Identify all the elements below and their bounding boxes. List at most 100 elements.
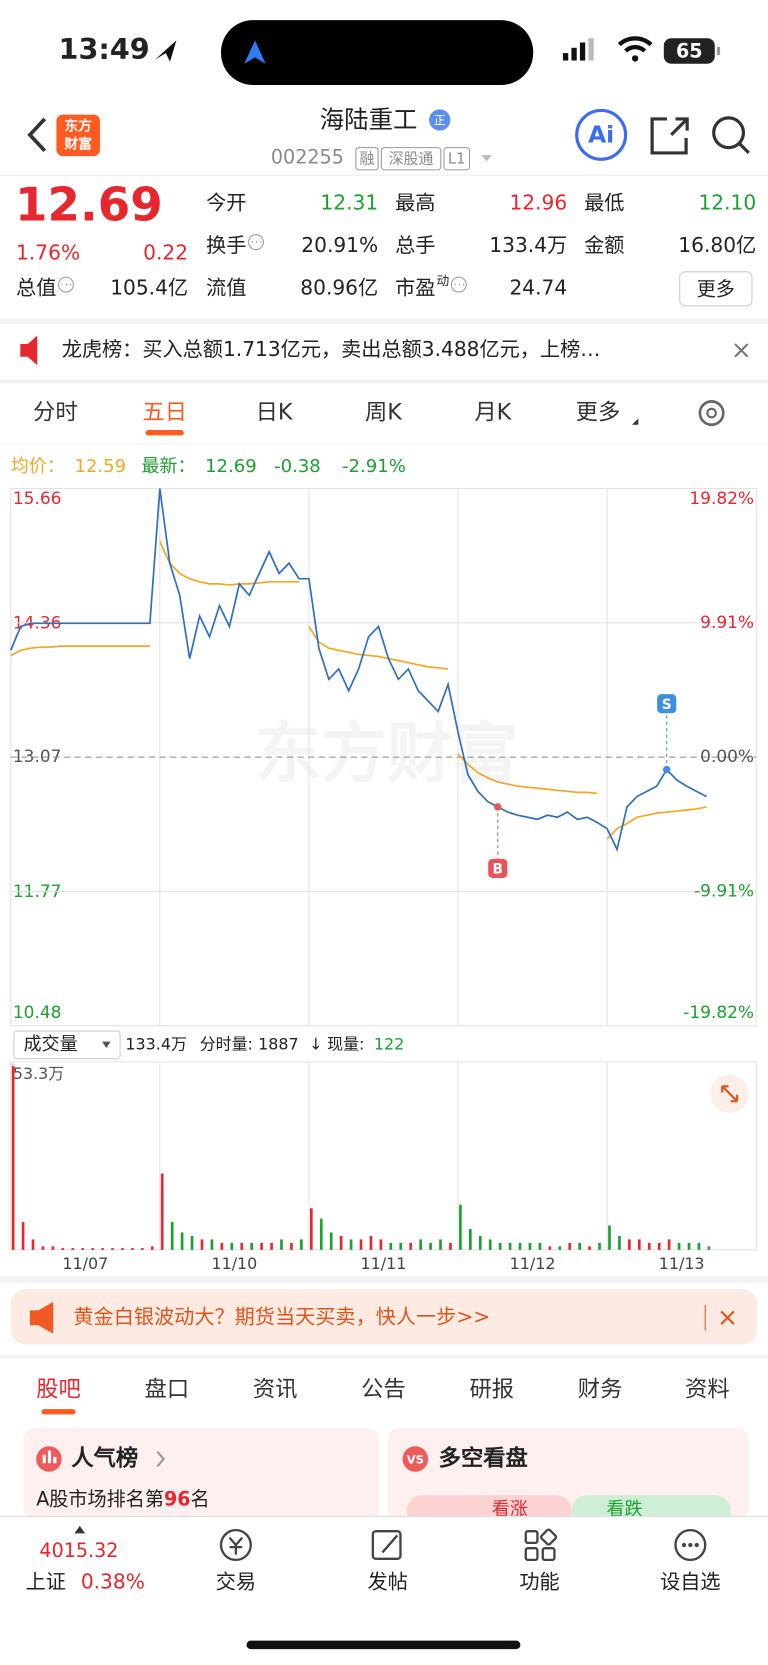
volume-bar [91, 1248, 94, 1250]
chart-tab[interactable]: 分时 [33, 400, 78, 426]
trade-badge[interactable] [488, 858, 508, 879]
settings-button[interactable] [698, 400, 725, 427]
share-button[interactable] [650, 117, 689, 155]
index-value[interactable]: 4015.32 [39, 1539, 118, 1562]
volume-bar [399, 1242, 403, 1250]
trade-badge[interactable] [657, 694, 677, 714]
volume-bar [637, 1239, 641, 1250]
dropdown-arrow[interactable] [481, 155, 492, 162]
volume-bar [290, 1242, 293, 1250]
volume-bar [329, 1232, 333, 1250]
y-tick-label: 10.48 [13, 1003, 62, 1023]
chart-tab[interactable]: 五日 [142, 400, 187, 426]
bottom-tab[interactable]: 股吧 [36, 1376, 81, 1402]
stat-label: 流值 [206, 275, 246, 299]
info-icon[interactable] [450, 276, 467, 293]
volume-bar [548, 1246, 552, 1250]
volume-bar [309, 1208, 313, 1250]
volume-bar [667, 1239, 671, 1250]
volume-bar [11, 1066, 15, 1250]
chevron [156, 1450, 166, 1468]
bottom-tab[interactable]: 研报 [469, 1376, 514, 1402]
volume-bar [81, 1248, 85, 1250]
x-tick-label: 11/13 [659, 1254, 705, 1273]
volume-bar [160, 1173, 164, 1250]
average-line [159, 541, 299, 586]
close-notice[interactable] [734, 343, 749, 358]
volume-selector[interactable] [13, 1030, 121, 1060]
popularity-title: 人气榜 [71, 1444, 138, 1471]
tab-underline [145, 430, 184, 436]
chart-tab[interactable]: 更多 [576, 400, 621, 426]
change-pct: 1.76% [16, 240, 80, 264]
tag-box [355, 147, 379, 171]
index-change: 0.38% [81, 1570, 145, 1594]
stat-label: 总手 [395, 233, 435, 257]
stat-value: 133.4万 [489, 233, 567, 257]
volume-bar [677, 1242, 681, 1250]
stat-label: 最低 [584, 190, 624, 214]
volume-bar [379, 1239, 383, 1250]
y2-tick-label: -9.91% [694, 881, 754, 901]
volume-bar [697, 1242, 701, 1250]
post-icon [371, 1530, 402, 1560]
volume-bar [478, 1235, 482, 1250]
nav-item[interactable]: 功能 [519, 1570, 559, 1594]
volume-selector-text: 成交量 [23, 1034, 77, 1055]
index-name: 上证 [26, 1570, 66, 1594]
tick-arrow: ↓ [309, 1034, 322, 1053]
volume-bar [628, 1239, 631, 1250]
stat-value: 105.4亿 [110, 275, 188, 299]
stat-value: 16.80亿 [678, 233, 756, 257]
bottom-tab[interactable]: 财务 [578, 1376, 623, 1402]
info-icon[interactable] [248, 234, 264, 251]
notice-text[interactable]: 龙虎榜：买入总额1.713亿元，卖出总额3.488亿元，上榜… [62, 337, 601, 361]
logo-text: 东方 [64, 117, 92, 134]
y2-tick-label: 0.00% [700, 747, 754, 767]
average-line [10, 645, 150, 657]
ad-banner[interactable] [10, 1289, 758, 1345]
volume-bar [449, 1242, 452, 1250]
info-icon[interactable] [57, 276, 74, 293]
popularity-card[interactable] [23, 1428, 380, 1519]
ad-text: 黄金白银波动大？期货当天买卖，快人一步>> [73, 1304, 490, 1328]
bottom-tab[interactable]: 公告 [361, 1376, 406, 1402]
more-button[interactable] [679, 271, 753, 307]
close-ad[interactable] [720, 1310, 735, 1325]
tag: L1 [448, 149, 466, 167]
chart-tab[interactable]: 周K [365, 400, 403, 426]
bottom-tab[interactable]: 资料 [685, 1376, 730, 1402]
volume-bar [618, 1235, 621, 1250]
nav-item[interactable]: 发帖 [368, 1570, 408, 1594]
latest-change: -0.38 [274, 456, 321, 477]
vs-icon-text: VS [407, 1453, 424, 1467]
trade-label: B [493, 862, 504, 878]
bottom-tab[interactable]: 资讯 [253, 1376, 298, 1402]
nav-item[interactable]: 交易 [216, 1570, 256, 1594]
volume-bar [180, 1232, 184, 1250]
volume-frame [10, 1061, 757, 1251]
badge [429, 109, 451, 131]
chart-tab[interactable]: 日K [256, 400, 294, 426]
volume-bar [31, 1239, 35, 1250]
volume-bar [369, 1235, 373, 1250]
search-button[interactable] [712, 116, 750, 155]
back-button[interactable] [27, 117, 47, 153]
ai-button[interactable] [575, 108, 628, 161]
volume-bar [657, 1242, 661, 1250]
bottom-tab[interactable]: 盘口 [145, 1376, 190, 1402]
volume-bar [419, 1239, 422, 1250]
icon-bar [53, 1456, 57, 1464]
average-line [457, 753, 598, 795]
price-chart: 15.6614.3613.0711.7710.4819.82%9.91%0.00… [9, 488, 757, 1026]
icon-bar [42, 1454, 46, 1464]
nav-item[interactable]: 设自选 [660, 1570, 720, 1594]
nav-bar [0, 1516, 768, 1665]
chart-tab[interactable]: 月K [474, 400, 512, 426]
home-indicator [246, 1640, 521, 1650]
app-logo[interactable] [56, 114, 100, 157]
rank-prefix: A股市场排名第 [36, 1487, 164, 1510]
current-volume-label: 现量: [327, 1034, 364, 1053]
volume-bar [280, 1239, 283, 1250]
